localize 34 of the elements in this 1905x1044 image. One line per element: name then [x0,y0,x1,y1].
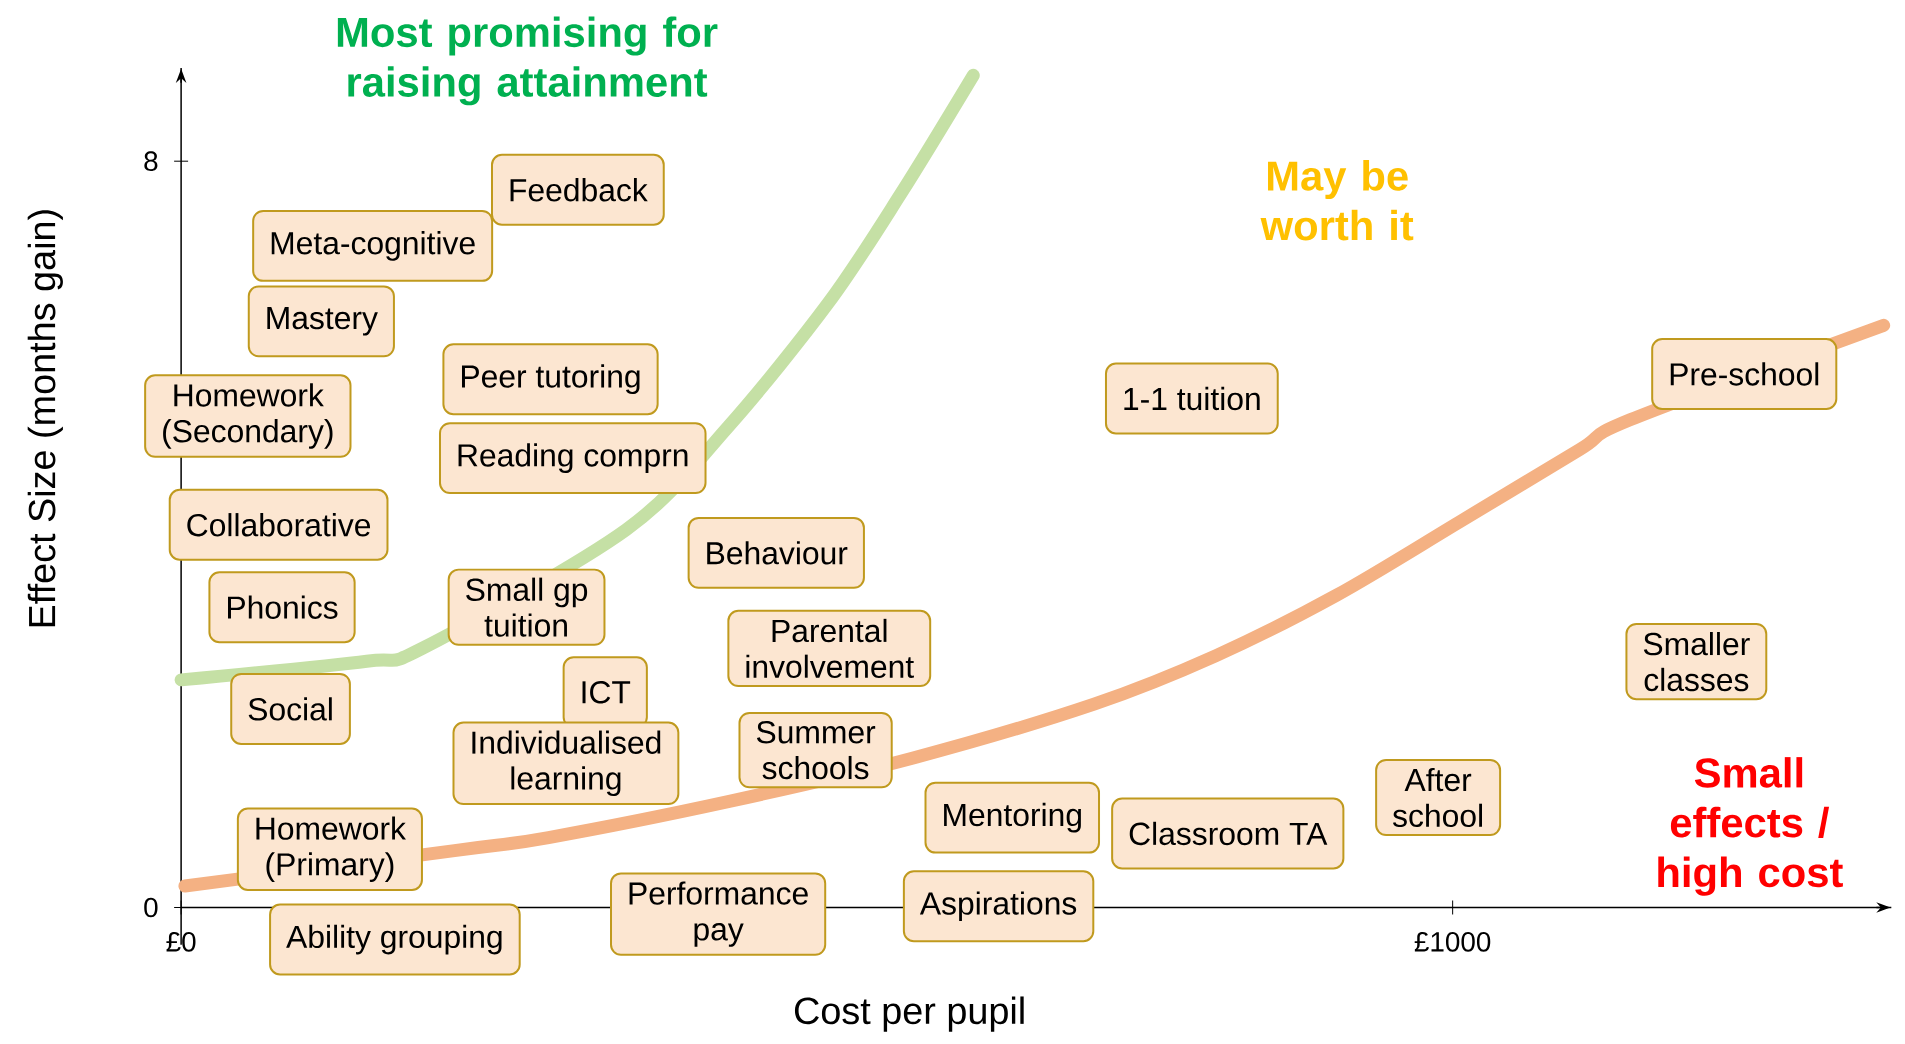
annotation: After school [1393,767,1482,827]
annotation: Pre-school [1670,362,1819,386]
annotation: Collaborative [187,512,371,537]
y-axis-title: Effect Size (months gain) [27,210,63,627]
x-axis-title: Cost per pupil [794,996,1024,1032]
annotation: Phonics [228,595,338,619]
annotation: Smaller classes [1643,631,1750,691]
annotation: Aspirations [919,891,1077,921]
annotation: Mastery [267,306,378,336]
annotation: Most promising for raising attainment [337,16,718,106]
annotation: 1-1 tuition [1124,386,1260,410]
annotation: Social [248,697,332,721]
y-tick-label: 8 [144,151,158,171]
x-tick-label: £1000 [1414,931,1491,952]
annotation: Behaviour [707,540,848,565]
annotation: Meta-cognitive [271,230,475,261]
annotation: Individualised learning [472,730,661,796]
x-tick-label: £0 [166,931,196,952]
annotation: Small effects / high cost [1658,756,1843,896]
annotation: Small gp tuition [466,577,588,637]
annotation: Peer tutoring [462,364,640,394]
annotation: Performance pay [629,881,808,947]
y-tick-label: 0 [144,897,158,918]
annotation: Homework (Secondary) [163,383,333,449]
annotation: Classroom TA [1129,821,1328,845]
annotation: May be worth it [1260,159,1414,241]
annotation: Reading comprn [458,443,688,473]
annotation: Ability grouping [286,924,502,955]
annotation: Summer schools [756,720,876,780]
annotation: Feedback [510,177,648,202]
annotation: ICT [582,680,631,704]
annotation: Mentoring [944,802,1081,833]
annotation: Homework (Primary) [256,816,406,882]
annotation: Parental involvement [746,618,914,678]
